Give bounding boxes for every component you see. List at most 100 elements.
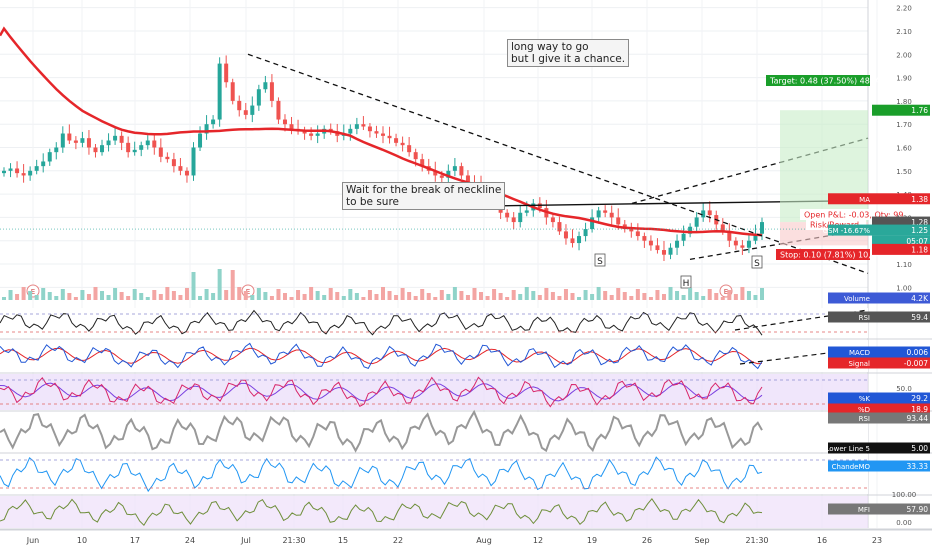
candle-body xyxy=(315,133,320,136)
price-tag-name-box xyxy=(828,392,872,404)
volume-bar xyxy=(642,293,647,300)
volume-bar xyxy=(224,290,229,300)
time-axis[interactable]: Jun 10 17 24 Jul 21:30 15 22 Aug 12 19 26 Sep 21:30 16… xyxy=(26,536,882,545)
volume-bar xyxy=(322,295,327,300)
candle-body xyxy=(47,152,52,162)
time-tick-label: 21:30 xyxy=(282,536,305,545)
mfi-axis-bottom: 0.00 xyxy=(896,519,912,527)
candle-body xyxy=(67,133,72,141)
volume-bar xyxy=(740,287,745,300)
label-text: Target: 0.48 (37.50%) 48, Amount: xyxy=(769,77,909,86)
volume-bar xyxy=(269,296,274,300)
indicator-line xyxy=(0,409,763,453)
candle-body xyxy=(577,236,582,244)
price-tag-name: RSI xyxy=(859,415,870,423)
candle-body xyxy=(224,63,229,83)
volume-bar xyxy=(635,289,640,300)
candle-body xyxy=(328,128,333,132)
indicator-tag: Signal -0.007 xyxy=(828,357,930,369)
volume-bar xyxy=(139,293,144,300)
volume-bar xyxy=(171,291,176,300)
candle-body xyxy=(603,210,608,213)
volume-bar xyxy=(609,295,614,300)
candle-body xyxy=(394,138,399,143)
annotation-neckline[interactable]: Wait for the break of neckline to be sur… xyxy=(342,182,506,210)
volume-bar xyxy=(518,294,523,300)
candle-body xyxy=(158,147,163,157)
price-tag-name-box xyxy=(828,292,872,304)
volume-bar xyxy=(446,294,451,300)
indicator-signal-line xyxy=(0,382,763,402)
volume-bar xyxy=(485,296,490,300)
price-tag-name-box xyxy=(828,460,872,472)
annotation-long-way[interactable]: long way to go but I give it a chance. xyxy=(507,39,630,67)
volume-bar xyxy=(237,287,242,300)
price-tag-text: 1.25 xyxy=(911,226,928,235)
price-tag-text: 5.00 xyxy=(911,444,928,453)
volume-bar xyxy=(465,295,470,300)
indicator-line xyxy=(0,309,763,336)
price-tag-text: 93.44 xyxy=(907,414,929,423)
volume-bar xyxy=(132,289,137,300)
candle-body xyxy=(198,133,203,148)
open-pnl-label: Open P&L: -0.03, Qty: 99 xyxy=(800,209,903,220)
candle-body xyxy=(681,233,686,241)
candle-body xyxy=(73,140,78,143)
price-tag-box xyxy=(872,193,930,205)
volume-bar xyxy=(387,291,392,300)
price-tag-name: MA xyxy=(859,196,870,204)
time-tick-label: Jun xyxy=(26,536,40,545)
price-tag-text: 1.28 xyxy=(911,218,928,227)
volume-bar xyxy=(760,288,764,300)
price-tag-box xyxy=(872,216,930,228)
volume-bar xyxy=(60,289,65,300)
candle-body xyxy=(243,110,248,115)
price-tag-box xyxy=(872,503,930,515)
price-tag-text: 57.90 xyxy=(907,505,929,514)
candle-body xyxy=(93,147,98,153)
candle-body xyxy=(302,131,307,134)
target-price-tag: 1.76 xyxy=(872,104,930,116)
candle-body xyxy=(648,240,653,246)
stoch-axis-label: 50.0 xyxy=(896,385,912,393)
volume-bar xyxy=(204,289,209,300)
candle-body xyxy=(54,147,59,153)
volume-bar xyxy=(28,291,33,300)
volume-bar xyxy=(472,288,477,300)
volume-bar xyxy=(54,296,59,300)
price-tick-label: 2.00 xyxy=(896,51,912,59)
candle-body xyxy=(381,133,385,136)
volume-bar xyxy=(675,291,680,300)
price-tag-box xyxy=(872,104,930,116)
candle-body xyxy=(661,250,666,255)
candle-body xyxy=(178,166,183,171)
label-box xyxy=(776,249,870,260)
volume-bar xyxy=(41,288,46,300)
candle-body xyxy=(694,217,699,227)
price-pane[interactable]: Target: 0.48 (37.50%) 48, Amount: Open P&… xyxy=(0,26,909,300)
volume-bar xyxy=(570,293,575,300)
volume-bar xyxy=(452,287,457,300)
price-tag-box xyxy=(872,311,930,323)
candle-body xyxy=(60,133,65,148)
candle-body xyxy=(505,212,510,218)
volume-bar xyxy=(694,292,699,300)
indicator-tag: ChandeMO 33.33 xyxy=(828,460,930,472)
volume-bar xyxy=(211,293,216,300)
volume-bar xyxy=(459,291,464,300)
candle-body xyxy=(740,245,745,248)
time-tick-label: 10 xyxy=(77,536,87,545)
indicator-tag: Volume 4.2K xyxy=(828,292,930,304)
price-tag-name: MACD xyxy=(849,349,870,357)
price-tag-box xyxy=(872,357,930,369)
time-tick-label: 22 xyxy=(393,536,403,545)
indicator-tag: MFI 57.90 xyxy=(828,503,930,515)
price-tick-label: 2.20 xyxy=(896,5,912,13)
price-tag-text: 4.2K xyxy=(911,294,929,303)
volume-bar xyxy=(354,293,359,300)
volume-bar xyxy=(126,296,131,300)
volume-bar xyxy=(681,295,686,300)
candle-body xyxy=(165,156,170,160)
candle-body xyxy=(446,170,451,178)
